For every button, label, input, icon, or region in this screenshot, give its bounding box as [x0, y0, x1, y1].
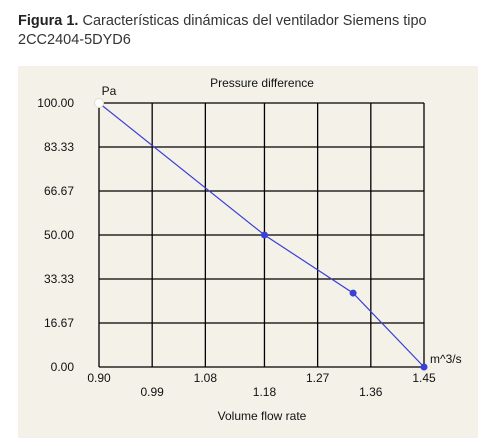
y-tick-label: 0.00: [51, 360, 75, 374]
data-point: [94, 98, 104, 108]
x-tick-labels: 0.90 0.99 1.08 1.18 1.27 1.36 1.45: [87, 371, 436, 399]
x-tick-label: 1.27: [306, 371, 330, 385]
figure-caption-text: Características dinámicas del ventilador…: [18, 13, 427, 48]
y-tick-label: 33.33: [44, 272, 74, 286]
chart-title: Pressure difference: [210, 76, 314, 90]
plot-series: [94, 98, 428, 371]
y-unit-label: Pa: [102, 84, 117, 98]
x-tick-label: 1.36: [359, 385, 383, 399]
x-tick-label: 1.18: [253, 385, 277, 399]
chart-panel: [18, 66, 478, 438]
y-tick-label: 83.33: [44, 140, 74, 154]
y-tick-label: 16.67: [44, 316, 74, 330]
x-tick-label: 0.90: [87, 371, 111, 385]
x-unit-label: m^3/s: [430, 352, 462, 366]
x-tick-label: 1.45: [412, 371, 436, 385]
chart-grid: [98, 102, 425, 368]
x-tick-label: 0.99: [141, 385, 165, 399]
series-line: [98, 102, 425, 368]
data-point: [420, 363, 428, 371]
data-point: [349, 289, 357, 297]
y-tick-label: 66.67: [44, 184, 74, 198]
x-axis-label: Volume flow rate: [218, 409, 307, 423]
figure-label: Figura 1.: [18, 13, 79, 29]
y-tick-label: 50.00: [44, 228, 74, 242]
figure-caption: Figura 1. Características dinámicas del …: [18, 12, 488, 50]
x-tick-label: 1.08: [194, 371, 218, 385]
y-tick-labels: 100.00 83.33 66.67 50.00 33.33 16.67 0.00: [37, 96, 74, 374]
data-point: [260, 231, 268, 239]
y-tick-label: 100.00: [37, 96, 74, 110]
